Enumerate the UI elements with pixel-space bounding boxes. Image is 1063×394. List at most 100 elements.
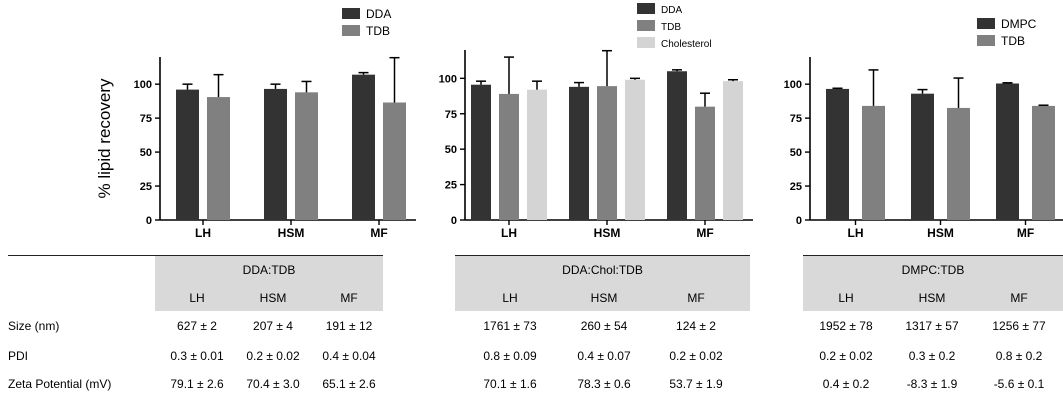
legend-swatch	[637, 37, 655, 48]
bar	[499, 93, 519, 220]
column-header: LH	[502, 291, 518, 305]
table-cell: 65.1 ± 2.6	[322, 377, 376, 391]
bar	[264, 88, 287, 220]
bar	[667, 71, 687, 220]
bar	[383, 102, 406, 220]
legend-swatch	[342, 8, 360, 19]
legend-swatch	[637, 3, 655, 14]
x-tick-label: MF	[1017, 226, 1034, 240]
bar	[695, 106, 715, 220]
table-cell: 191 ± 12	[325, 319, 373, 333]
table-cell: 70.4 ± 3.0	[246, 377, 300, 391]
legend-swatch	[342, 25, 360, 36]
y-tick-label: 0	[796, 215, 802, 227]
y-tick-label: 50	[140, 147, 152, 159]
bar	[625, 79, 645, 220]
table-cell: 627 ± 2	[177, 319, 217, 333]
column-header: LH	[189, 291, 205, 305]
table-top-rule	[803, 255, 1063, 256]
table-cell: 78.3 ± 0.6	[577, 377, 631, 391]
bar	[207, 97, 230, 220]
table-cell: 124 ± 2	[676, 319, 716, 333]
bar	[295, 92, 318, 220]
table-cell: 260 ± 54	[580, 319, 628, 333]
column-header: MF	[1010, 291, 1028, 305]
y-tick-label: 50	[790, 147, 802, 159]
legend-label: DDA	[366, 7, 391, 21]
bar	[176, 89, 199, 220]
group-title: DDA:Chol:TDB	[562, 263, 643, 277]
legend-label: DDA	[661, 5, 682, 16]
table-cell: 1952 ± 78	[819, 319, 873, 333]
y-tick-label: 25	[140, 181, 152, 193]
legend-swatch	[977, 18, 995, 29]
x-tick-label: HSM	[927, 226, 954, 240]
charts-canvas: 0 25 50 75 100 % lipid recovery LH HSM MF DDA TDB 0…	[95, 3, 1063, 240]
bar	[569, 86, 589, 220]
legend-swatch	[637, 20, 655, 31]
table-cell: 0.2 ± 0.02	[669, 349, 723, 363]
bar	[996, 83, 1019, 220]
table-cell: 207 ± 4	[253, 319, 293, 333]
y-tick-label: 25	[790, 181, 802, 193]
table-cell: 0.2 ± 0.02	[819, 349, 873, 363]
formulation-table: DDA:TDB DDA:Chol:TDB DMPC:TDB LH HSM MF …	[0, 255, 1063, 394]
table-cell: 0.2 ± 0.02	[246, 349, 300, 363]
table-cell: 0.8 ± 0.09	[483, 349, 537, 363]
table-cell: 0.4 ± 0.04	[322, 349, 376, 363]
table-top-rule	[8, 255, 383, 256]
row-label-size: Size (nm)	[8, 319, 60, 333]
legend-label: Cholesterol	[661, 39, 712, 50]
x-tick-label: LH	[848, 226, 864, 240]
table-cell: 53.7 ± 1.9	[669, 377, 723, 391]
bar	[947, 107, 970, 220]
bar	[862, 105, 885, 220]
column-header: LH	[838, 291, 854, 305]
group-header-bg	[455, 256, 750, 311]
y-tick-label: 100	[134, 79, 152, 91]
x-tick-label: LH	[195, 226, 211, 240]
legend-label: TDB	[1001, 34, 1025, 48]
legend-label: TDB	[366, 24, 390, 38]
table-cell: 79.1 ± 2.6	[170, 377, 224, 391]
y-tick-label: 0	[451, 215, 457, 227]
legend-label: DMPC	[1001, 17, 1037, 31]
y-tick-label: 25	[445, 180, 457, 192]
table-cell: 0.4 ± 0.07	[577, 349, 631, 363]
row-label-zeta: Zeta Potential (mV)	[8, 377, 112, 391]
table-cell: 1317 ± 57	[905, 319, 959, 333]
table-top-rule	[455, 255, 750, 256]
bar	[911, 93, 934, 220]
bar	[527, 89, 547, 221]
legend-swatch	[977, 35, 995, 46]
y-tick-label: 0	[146, 215, 152, 227]
y-tick-label: 75	[790, 113, 802, 125]
table-cell: 0.8 ± 0.2	[995, 349, 1043, 363]
column-header: HSM	[259, 291, 287, 305]
table-cell: 0.4 ± 0.2	[822, 377, 870, 391]
group-title: DDA:TDB	[242, 263, 296, 277]
x-tick-label: MF	[370, 226, 387, 240]
x-tick-label: HSM	[278, 226, 305, 240]
table-cell: -8.3 ± 1.9	[906, 377, 958, 391]
x-tick-label: LH	[501, 226, 517, 240]
table-cell: 0.3 ± 0.01	[170, 349, 224, 363]
bar	[352, 74, 375, 221]
table-cell: 1761 ± 73	[483, 319, 537, 333]
table-cell: 70.1 ± 1.6	[483, 377, 537, 391]
column-header: HSM	[590, 291, 618, 305]
y-tick-label: 75	[140, 113, 152, 125]
bar	[723, 81, 743, 221]
x-tick-label: MF	[696, 226, 713, 240]
column-header: MF	[340, 291, 358, 305]
bar	[826, 88, 849, 220]
group-header-bg	[155, 256, 383, 311]
group-header-bg	[803, 256, 1063, 311]
y-tick-label: 100	[784, 79, 802, 91]
bar	[471, 84, 491, 220]
y-tick-label: 50	[445, 144, 457, 156]
legend-label: TDB	[661, 22, 681, 33]
column-header: HSM	[918, 291, 946, 305]
bar	[597, 86, 617, 220]
group-title: DMPC:TDB	[901, 263, 965, 277]
